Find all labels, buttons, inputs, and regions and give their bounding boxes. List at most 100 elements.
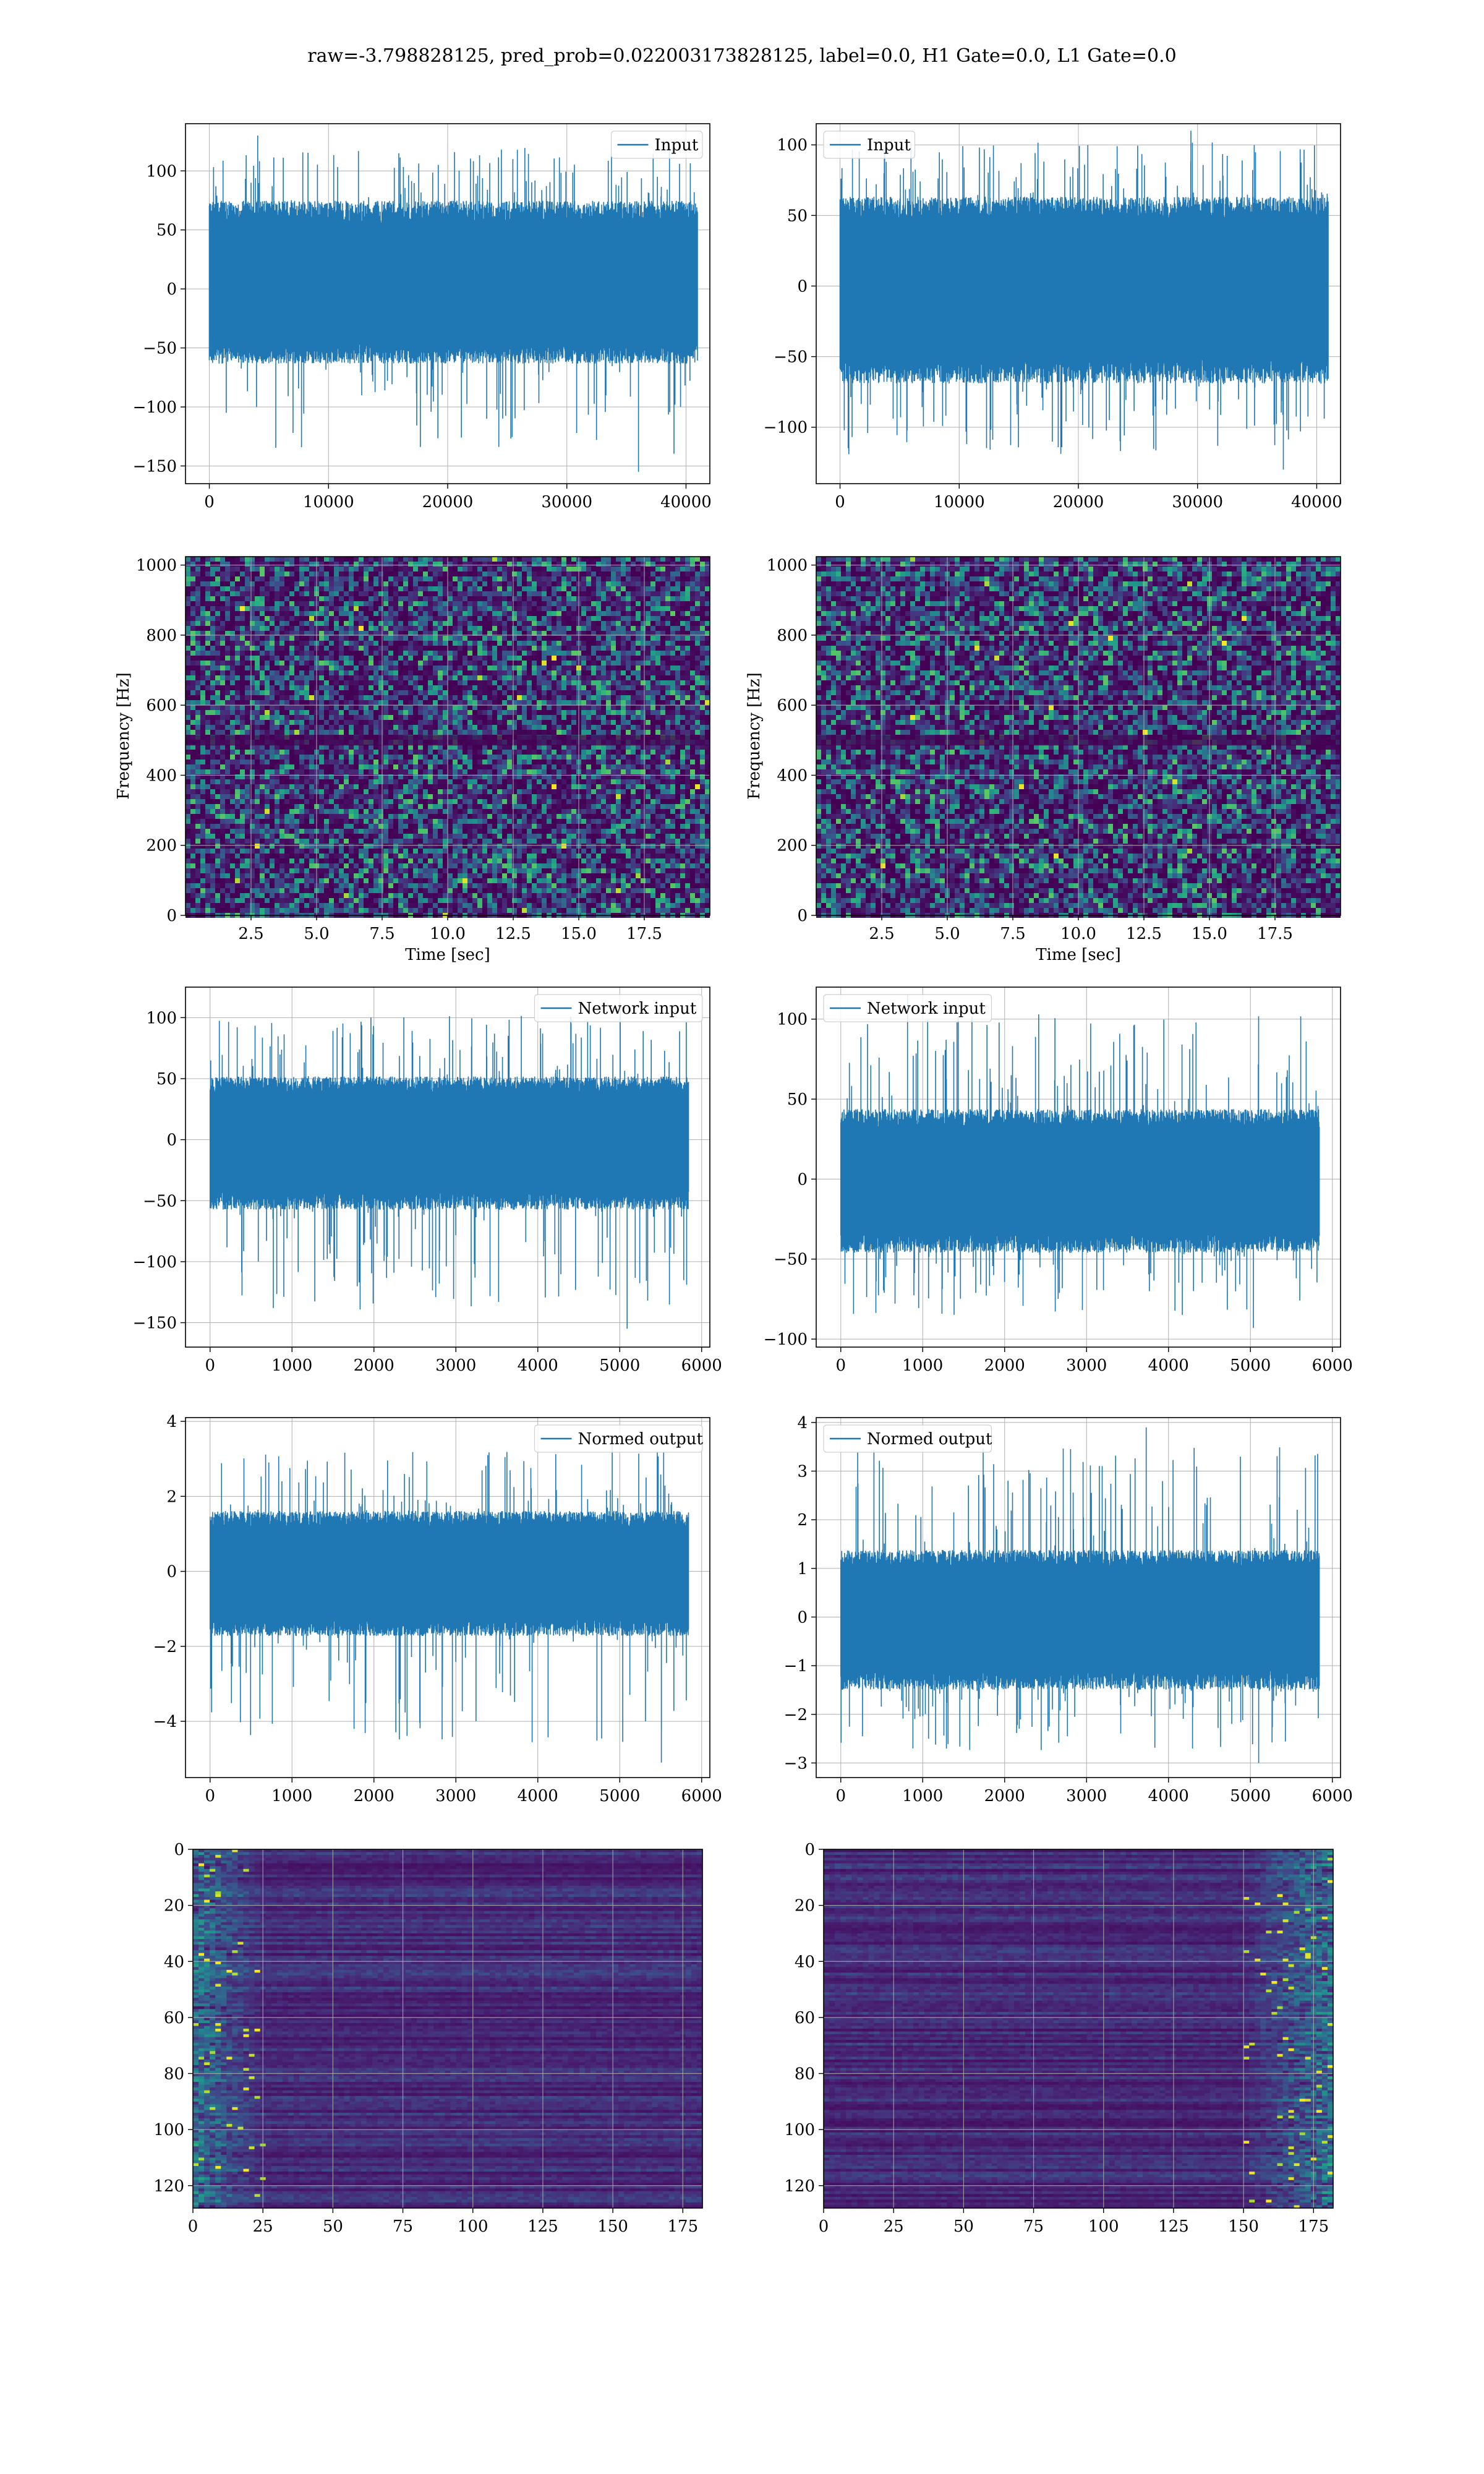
y-tick-label: −100 xyxy=(133,398,177,417)
y-tick-label: −100 xyxy=(764,419,808,437)
y-tick-label: −150 xyxy=(133,1314,177,1333)
x-tick-label: 125 xyxy=(527,2217,558,2236)
y-axis-label: Frequency [Hz] xyxy=(745,672,764,800)
x-tick-label: 1000 xyxy=(271,1356,312,1375)
y-tick-label: 100 xyxy=(777,1011,808,1029)
y-tick-label: −50 xyxy=(774,1251,808,1269)
panel-row2-left: 2.5 5.0 7.5 10.0 12.5 15.0 17.5020040060080010… xyxy=(114,557,710,964)
x-tick-label: 12.5 xyxy=(495,925,531,943)
x-tick-label: 5000 xyxy=(599,1356,640,1375)
y-tick-label: 0 xyxy=(174,1841,184,1859)
y-tick-label: 80 xyxy=(164,2065,184,2084)
x-tick-label: 4000 xyxy=(1148,1356,1189,1375)
x-tick-label: 125 xyxy=(1158,2217,1189,2236)
y-tick-label: 800 xyxy=(146,627,177,645)
y-tick-label: −4 xyxy=(153,1713,177,1731)
x-tick-label: 25 xyxy=(884,2217,904,2236)
x-tick-label: 6000 xyxy=(1312,1787,1353,1805)
panel-row3-left: 0 1000 2000 3000 4000 5000 6000−150−100−500501… xyxy=(133,987,722,1375)
y-tick-label: −50 xyxy=(143,340,177,358)
y-tick-label: 1000 xyxy=(767,557,808,575)
y-tick-label: 600 xyxy=(777,696,808,715)
panel-row1-left: 0 10000 20000 30000 40000−150−100−50050100In… xyxy=(133,124,712,511)
y-tick-label: 50 xyxy=(156,1070,177,1089)
x-tick-label: 20000 xyxy=(1053,493,1104,511)
x-tick-label: 2000 xyxy=(984,1787,1025,1805)
x-tick-label: 40000 xyxy=(1291,493,1342,511)
x-tick-label: 100 xyxy=(1088,2217,1119,2236)
y-tick-label: 0 xyxy=(166,1563,177,1582)
y-tick-label: 0 xyxy=(804,1841,815,1859)
x-tick-label: 4000 xyxy=(518,1356,558,1375)
y-tick-label: 800 xyxy=(777,627,808,645)
x-tick-label: 150 xyxy=(597,2217,628,2236)
y-tick-label: 0 xyxy=(166,907,177,925)
y-tick-label: 0 xyxy=(797,1170,808,1189)
x-tick-label: 175 xyxy=(1298,2217,1329,2236)
x-tick-label: 75 xyxy=(1023,2217,1044,2236)
legend-label: Network input xyxy=(578,999,697,1018)
x-tick-label: 40000 xyxy=(660,493,712,511)
x-tick-label: 100 xyxy=(458,2217,488,2236)
panel-row2-right: 2.5 5.0 7.5 10.0 12.5 15.0 17.5020040060080010… xyxy=(745,557,1341,964)
y-tick-label: −100 xyxy=(764,1330,808,1349)
x-tick-label: 5000 xyxy=(599,1787,640,1805)
y-tick-label: 100 xyxy=(784,2121,815,2139)
x-tick-label: 5.0 xyxy=(304,925,329,943)
y-tick-label: 200 xyxy=(146,837,177,855)
x-tick-label: 3000 xyxy=(1066,1356,1107,1375)
y-tick-label: 600 xyxy=(146,696,177,715)
y-tick-label: 4 xyxy=(166,1413,177,1431)
x-tick-label: 12.5 xyxy=(1126,925,1162,943)
x-tick-label: 0 xyxy=(835,493,845,511)
y-tick-label: −50 xyxy=(143,1192,177,1210)
y-tick-label: 60 xyxy=(795,2009,815,2027)
y-tick-label: −150 xyxy=(133,457,177,476)
series-core-band xyxy=(210,1098,689,1186)
x-tick-label: 0 xyxy=(205,1356,215,1375)
x-tick-label: 4000 xyxy=(518,1787,558,1805)
x-tick-label: 0 xyxy=(835,1356,846,1375)
y-tick-label: 50 xyxy=(787,1090,808,1109)
legend-label: Normed output xyxy=(578,1430,704,1449)
x-tick-label: 175 xyxy=(667,2217,698,2236)
x-tick-label: 2000 xyxy=(354,1787,394,1805)
x-tick-label: 25 xyxy=(253,2217,273,2236)
y-tick-label: −100 xyxy=(133,1253,177,1272)
x-tick-label: 0 xyxy=(819,2217,829,2236)
x-tick-label: 4000 xyxy=(1148,1787,1189,1805)
x-tick-label: 0 xyxy=(835,1787,846,1805)
y-tick-label: 20 xyxy=(164,1897,184,1915)
x-axis-label: Time [sec] xyxy=(1036,946,1121,964)
x-axis-label: Time [sec] xyxy=(405,946,490,964)
legend-label: Input xyxy=(867,136,911,155)
panel-row3-right: 0 1000 2000 3000 4000 5000 6000−100−50050100Ne… xyxy=(764,987,1353,1375)
x-tick-label: 150 xyxy=(1228,2217,1259,2236)
legend-label: Network input xyxy=(867,999,986,1018)
y-tick-label: 40 xyxy=(795,1953,815,1971)
y-tick-label: −1 xyxy=(784,1657,808,1676)
x-tick-label: 0 xyxy=(205,1787,215,1805)
y-tick-label: −2 xyxy=(153,1638,177,1656)
heatmap-cells xyxy=(193,1849,703,2209)
y-tick-label: 0 xyxy=(797,907,808,925)
y-tick-label: 100 xyxy=(153,2121,184,2139)
y-tick-label: 1000 xyxy=(136,557,177,575)
x-tick-label: 0 xyxy=(204,493,215,511)
x-tick-label: 1000 xyxy=(902,1356,943,1375)
x-tick-label: 2000 xyxy=(354,1356,394,1375)
series-core-band xyxy=(210,1532,689,1614)
x-tick-label: 10.0 xyxy=(430,925,466,943)
y-tick-label: 100 xyxy=(146,162,177,181)
x-tick-label: 2.5 xyxy=(869,925,894,943)
x-tick-label: 2.5 xyxy=(238,925,263,943)
y-tick-label: 20 xyxy=(795,1897,815,1915)
x-tick-label: 1000 xyxy=(271,1787,312,1805)
legend-label: Normed output xyxy=(867,1430,992,1449)
y-tick-label: 120 xyxy=(153,2177,184,2196)
x-tick-label: 5000 xyxy=(1230,1787,1271,1805)
